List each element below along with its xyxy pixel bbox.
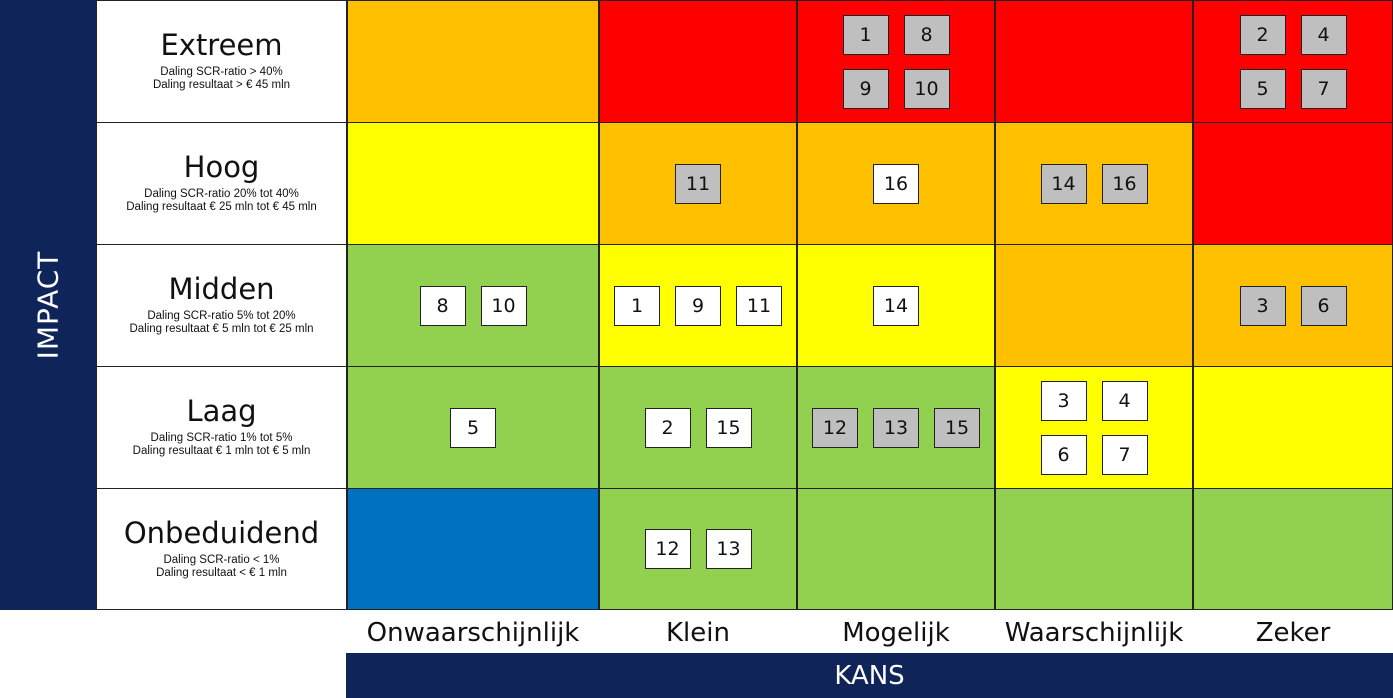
risk-id-badge: 3	[1239, 285, 1286, 326]
impact-scr-criterion: Daling SCR-ratio 20% tot 40%	[144, 188, 299, 200]
risk-id-badge: 4	[1101, 380, 1148, 421]
risk-id-badge: 15	[934, 407, 980, 448]
impact-scr-criterion: Daling SCR-ratio 1% tot 5%	[150, 432, 293, 444]
risk-id-badge: 7	[1101, 434, 1148, 475]
impact-level-title: Onbeduidend	[123, 515, 320, 550]
matrix-cell	[995, 244, 1193, 367]
risk-id-badge: 6	[1040, 434, 1087, 475]
risk-id-badge: 13	[705, 529, 752, 569]
risk-id-badge: 6	[1300, 285, 1347, 326]
risk-id-badge: 8	[419, 285, 466, 326]
probability-label: Klein	[666, 618, 730, 648]
matrix-cell: 1 8 9 10	[797, 0, 995, 123]
risk-id-badge: 7	[1300, 68, 1347, 109]
impact-level-title: Hoog	[183, 150, 260, 184]
impact-level-title: Laag	[186, 394, 257, 428]
probability-label: Onwaarschijnlijk	[366, 618, 580, 648]
probability-label: Mogelijk	[842, 618, 950, 648]
risk-id-badge: 8	[903, 14, 950, 55]
impact-result-criterion: Daling resultaat < € 1 mln	[156, 566, 287, 579]
matrix-cell: 5	[347, 366, 599, 489]
impact-row-header: Laag Daling SCR-ratio 1% tot 5% Daling res…	[96, 366, 347, 489]
risk-id-badge: 12	[812, 407, 858, 448]
risk-id-badge: 13	[873, 407, 919, 448]
matrix-cell	[347, 0, 599, 123]
risk-id-badge: 1	[614, 285, 660, 326]
matrix-cell	[347, 488, 599, 610]
impact-scr-criterion: Daling SCR-ratio > 40%	[160, 66, 283, 78]
probability-label: Waarschijnlijk	[1004, 618, 1184, 648]
risk-id-badge: 15	[705, 407, 752, 448]
kans-axis-label: KANS	[834, 660, 905, 691]
risk-id-badge: 11	[736, 285, 782, 326]
impact-row-header: Onbeduidend Daling SCR-ratio < 1% Daling r…	[96, 488, 347, 610]
impact-row-header: Extreem Daling SCR-ratio > 40% Daling resu…	[96, 0, 347, 123]
impact-row-header: Midden Daling SCR-ratio 5% tot 20% Daling …	[96, 244, 347, 367]
matrix-cell: 12 13 15	[797, 366, 995, 489]
impact-result-criterion: Daling resultaat € 1 mln tot € 5 mln	[132, 445, 311, 457]
impact-axis-band: IMPACT	[0, 0, 96, 610]
matrix-cell	[797, 488, 995, 610]
kans-axis-band: KANS	[346, 653, 1393, 698]
risk-id-badge: 14	[1040, 163, 1087, 204]
impact-result-criterion: Daling resultaat > € 45 mln	[152, 79, 291, 91]
matrix-cell: 12 13	[599, 488, 797, 610]
matrix-cell: 11	[599, 122, 797, 245]
impact-row-header: Hoog Daling SCR-ratio 20% tot 40% Daling r…	[96, 122, 347, 245]
impact-level-title: Extreem	[160, 28, 283, 62]
risk-id-badge: 11	[675, 163, 721, 204]
impact-scr-criterion: Daling SCR-ratio < 1%	[163, 553, 280, 566]
matrix-cell	[995, 488, 1193, 610]
risk-id-badge: 16	[873, 163, 919, 204]
probability-label: Zeker	[1255, 618, 1331, 648]
risk-id-badge: 3	[1040, 380, 1087, 421]
risk-id-badge: 4	[1300, 14, 1347, 55]
matrix-cell	[995, 0, 1193, 123]
matrix-cell	[1193, 366, 1393, 489]
matrix-cell: 8 10	[347, 244, 599, 367]
matrix-cell	[1193, 488, 1393, 610]
impact-scr-criterion: Daling SCR-ratio 5% tot 20%	[147, 310, 296, 322]
impact-result-criterion: Daling resultaat € 5 mln tot € 25 mln	[129, 323, 314, 335]
impact-axis-label: IMPACT	[31, 250, 65, 360]
risk-id-badge: 9	[675, 285, 721, 326]
risk-id-badge: 2	[644, 407, 691, 448]
risk-id-badge: 14	[873, 285, 919, 326]
risk-id-badge: 5	[450, 407, 496, 448]
impact-result-criterion: Daling resultaat € 25 mln tot € 45 mln	[126, 201, 317, 213]
risk-id-badge: 9	[842, 68, 889, 109]
risk-id-badge: 10	[480, 285, 527, 326]
risk-id-badge: 10	[903, 68, 950, 109]
risk-id-badge: 16	[1101, 163, 1148, 204]
matrix-cell: 14 16	[995, 122, 1193, 245]
risk-id-badge: 5	[1239, 68, 1286, 109]
matrix-cell: 2 15	[599, 366, 797, 489]
matrix-cell	[599, 0, 797, 123]
risk-id-badge: 12	[644, 529, 691, 569]
matrix-cell	[1193, 122, 1393, 245]
matrix-cell: 1 9 11	[599, 244, 797, 367]
risk-id-badge: 2	[1239, 14, 1286, 55]
matrix-cell: 16	[797, 122, 995, 245]
matrix-cell	[347, 122, 599, 245]
matrix-cell: 14	[797, 244, 995, 367]
impact-level-title: Midden	[168, 272, 275, 306]
risk-id-badge: 1	[842, 14, 889, 55]
